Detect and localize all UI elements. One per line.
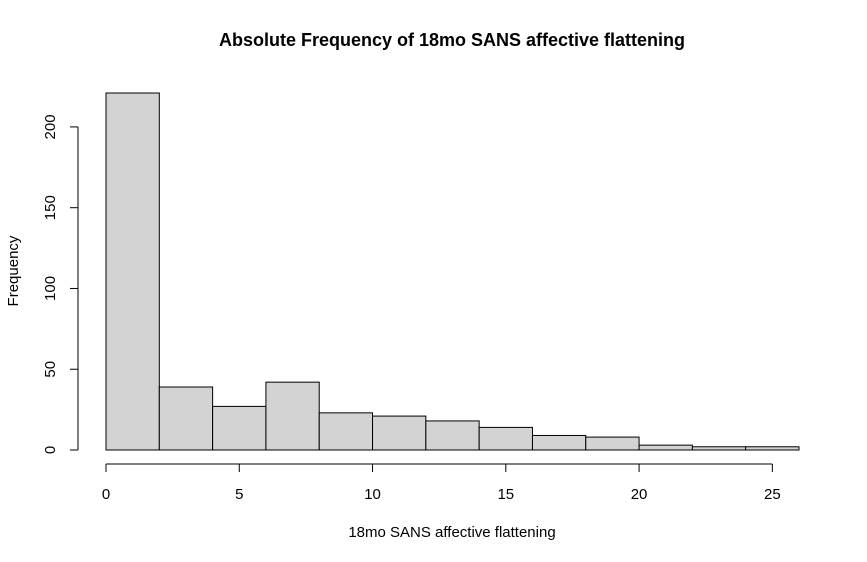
- chart-title: Absolute Frequency of 18mo SANS affectiv…: [219, 30, 685, 50]
- histogram-bar: [212, 405, 267, 451]
- y-tick-label: 0: [42, 446, 59, 454]
- histogram-bar: [318, 412, 374, 451]
- histogram-bar: [105, 92, 160, 451]
- x-axis: 0 5 10 15 20 25: [102, 463, 781, 503]
- y-tick-label: 50: [42, 361, 59, 378]
- x-tick-label: 0: [102, 486, 110, 503]
- histogram-bar: [745, 446, 800, 451]
- histogram-bar: [265, 381, 320, 451]
- y-axis-label: Frequency: [5, 235, 22, 306]
- x-tick-label: 25: [764, 486, 781, 503]
- x-tick-label: 5: [235, 486, 243, 503]
- y-tick-label: 100: [42, 276, 59, 301]
- bars-group: [105, 92, 800, 451]
- x-tick-label: 10: [364, 486, 381, 503]
- histogram-bar: [585, 436, 640, 451]
- histogram-bar: [691, 446, 747, 451]
- y-tick-label: 150: [42, 195, 59, 220]
- histogram-bar: [372, 415, 427, 451]
- histogram-bar: [425, 420, 480, 451]
- histogram-bar: [478, 426, 533, 451]
- histogram-bar: [638, 444, 693, 451]
- y-axis: 0 50 100 150 200: [42, 114, 79, 454]
- y-tick-label: 200: [42, 114, 59, 139]
- histogram-bar: [158, 386, 214, 451]
- x-axis-label: 18mo SANS affective flattening: [348, 524, 555, 541]
- x-tick-label: 20: [631, 486, 648, 503]
- histogram-bar: [531, 434, 587, 451]
- x-tick-label: 15: [497, 486, 514, 503]
